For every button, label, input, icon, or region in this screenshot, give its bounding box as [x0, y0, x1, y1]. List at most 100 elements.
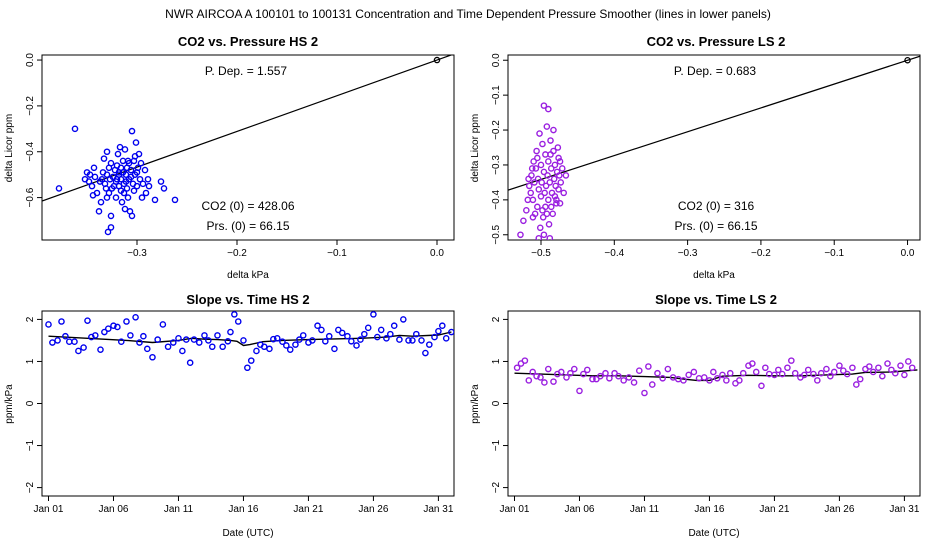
- data-point: [114, 323, 121, 331]
- data-point: [112, 178, 120, 185]
- data-point: [377, 326, 385, 334]
- data-point: [120, 189, 128, 197]
- y-tick-label: −0.4: [491, 190, 502, 210]
- data-point: [556, 200, 564, 207]
- pressure-zero-label: Prs. (0) = 66.15: [674, 219, 757, 233]
- data-point: [244, 364, 251, 372]
- panel-slope-time-hs: Slope vs. Time HS 2 Jan 01 Jan 06 Jan 11 Ja…: [4, 292, 455, 539]
- data-point: [534, 203, 541, 211]
- data-point: [547, 165, 555, 172]
- data-point: [645, 363, 652, 370]
- data-point: [179, 347, 186, 355]
- y-tick-label: 0: [25, 400, 36, 406]
- data-point: [314, 322, 321, 330]
- data-point: [116, 143, 124, 151]
- smoother-line: [48, 331, 452, 347]
- data-point: [123, 185, 131, 192]
- data-point: [758, 382, 765, 390]
- data-point: [128, 127, 136, 135]
- data-point: [553, 200, 560, 207]
- data-point: [520, 217, 527, 225]
- smoother-line-group: [48, 331, 452, 347]
- data-point: [625, 374, 633, 381]
- x-axis-label: Date (UTC): [222, 528, 273, 539]
- data-point: [107, 212, 115, 220]
- panel-title: Slope vs. Time HS 2: [186, 292, 309, 307]
- data-point: [390, 322, 398, 330]
- data-point: [723, 377, 730, 384]
- data-point: [400, 316, 407, 323]
- data-point: [96, 178, 104, 185]
- data-point: [103, 148, 111, 156]
- data-point: [550, 126, 557, 134]
- data-point: [535, 234, 543, 240]
- data-point: [361, 330, 368, 338]
- x-tick-label: Jan 31: [423, 504, 453, 515]
- data-point: [557, 368, 565, 376]
- panel-co2-pressure-hs: CO2 vs. Pressure HS 2 −0.3 −0.2 −0.1 0.0 0.0…: [4, 34, 455, 281]
- data-point: [558, 165, 566, 172]
- data-point: [690, 368, 698, 376]
- data-point: [529, 368, 536, 376]
- data-point: [208, 343, 216, 351]
- data-point: [283, 342, 290, 349]
- points-group: [45, 311, 454, 372]
- data-point: [546, 179, 554, 186]
- y-tick-label: −2: [25, 481, 36, 493]
- panel-slope-time-ls: Slope vs. Time LS 2 Jan 01 Jan 06 Jan 11 Ja…: [470, 292, 921, 539]
- data-point: [85, 178, 93, 185]
- data-point: [529, 214, 537, 221]
- data-point: [127, 332, 134, 339]
- data-point: [664, 365, 672, 373]
- data-point: [107, 159, 115, 167]
- y-tick-label: 2: [491, 316, 502, 322]
- data-point: [102, 185, 110, 192]
- panel-title: Slope vs. Time LS 2: [655, 292, 777, 307]
- figure-title: NWR AIRCOA A 100101 to 100131 Concentrat…: [165, 7, 771, 21]
- data-point: [537, 161, 545, 169]
- panel-title: CO2 vs. Pressure HS 2: [178, 34, 318, 49]
- data-point: [448, 328, 454, 336]
- data-point: [107, 224, 115, 231]
- data-point: [104, 325, 112, 332]
- x-tick-label: Jan 16: [228, 504, 258, 515]
- data-point: [260, 343, 268, 351]
- data-point: [224, 337, 232, 345]
- data-point: [370, 311, 377, 318]
- data-point: [127, 173, 135, 181]
- data-point: [159, 321, 167, 328]
- co2-zero-label: CO2 (0) = 428.06: [201, 199, 294, 213]
- data-point: [231, 311, 238, 318]
- data-point: [680, 377, 687, 384]
- data-point: [554, 144, 562, 151]
- y-tick-label: 1: [491, 358, 502, 364]
- fit-line: [508, 55, 920, 191]
- data-point: [545, 220, 553, 228]
- plot-frame: [507, 310, 921, 497]
- data-point: [801, 371, 808, 379]
- data-point: [55, 185, 63, 192]
- data-point: [117, 338, 125, 345]
- data-point: [348, 337, 355, 345]
- data-point: [542, 182, 550, 190]
- data-point: [122, 178, 130, 185]
- data-point: [540, 231, 548, 239]
- data-point: [292, 341, 299, 348]
- reference-point: [904, 56, 911, 64]
- data-point: [190, 336, 198, 343]
- data-point: [309, 337, 316, 344]
- data-point: [775, 366, 782, 374]
- data-point: [214, 332, 221, 339]
- data-point: [836, 362, 843, 369]
- data-point: [533, 372, 540, 380]
- data-point: [791, 369, 799, 377]
- x-tick-label: −0.1: [824, 248, 844, 259]
- data-point: [547, 151, 554, 158]
- data-point: [133, 182, 141, 190]
- data-point: [88, 182, 96, 190]
- data-point: [383, 335, 390, 342]
- data-point: [387, 330, 394, 338]
- data-point: [279, 338, 286, 345]
- x-tick-label: 0.0: [901, 248, 915, 259]
